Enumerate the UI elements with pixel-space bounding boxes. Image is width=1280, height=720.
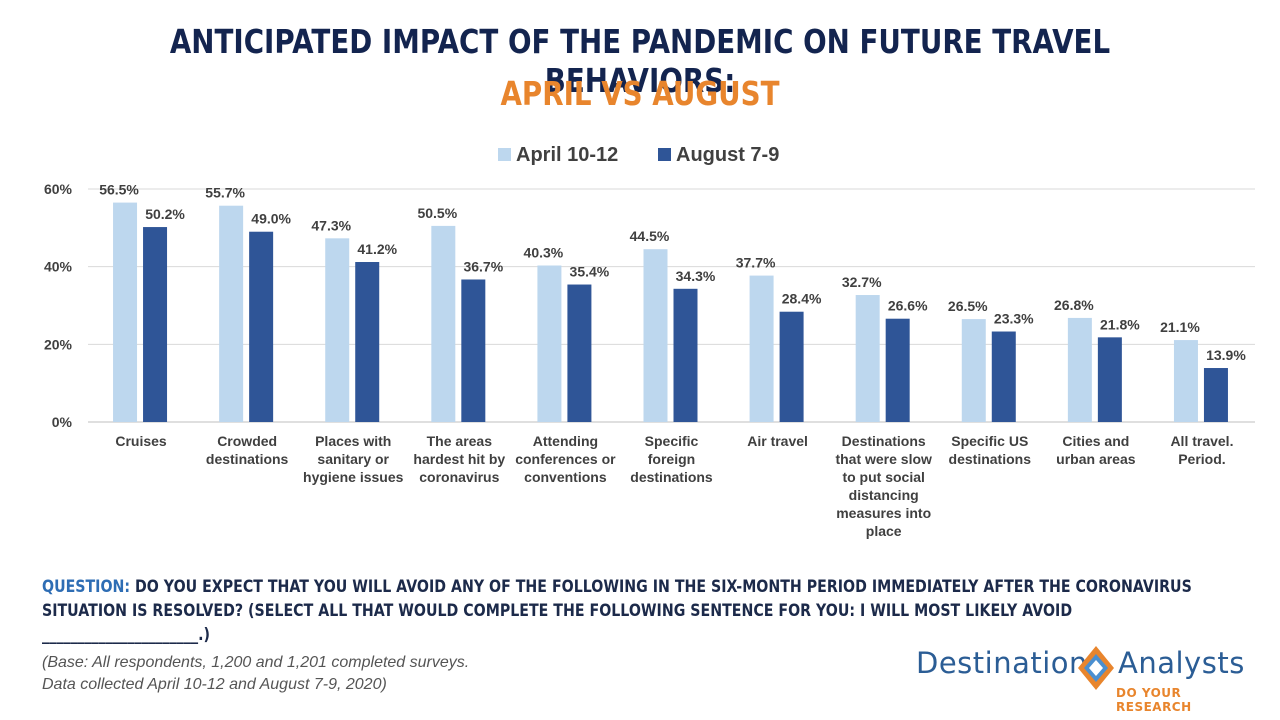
base-line-1: (Base: All respondents, 1,200 and 1,201 … bbox=[42, 654, 470, 671]
chart-title: ANTICIPATED IMPACT OF THE PANDEMIC ON FU… bbox=[169, 22, 1111, 100]
question-body: DO YOU EXPECT THAT YOU WILL AVOID ANY OF… bbox=[42, 577, 1192, 644]
bar bbox=[1097, 337, 1122, 422]
logo-text-right: Analysts bbox=[1118, 646, 1245, 680]
x-tick-label: sanitary or bbox=[317, 451, 389, 467]
bar bbox=[431, 225, 456, 422]
bar bbox=[673, 288, 698, 422]
x-tick-label: place bbox=[866, 523, 902, 539]
x-tick-label: Destinations bbox=[842, 433, 926, 449]
chart-subtitle: APRIL VS AUGUST bbox=[500, 74, 780, 113]
x-tick-label: urban areas bbox=[1056, 451, 1136, 467]
x-tick-label: coronavirus bbox=[419, 469, 499, 485]
data-label: 34.3% bbox=[676, 268, 716, 284]
x-tick-label: Cruises bbox=[115, 433, 167, 449]
question-label: QUESTION: bbox=[42, 577, 131, 596]
bar bbox=[1203, 368, 1228, 422]
bar bbox=[1173, 340, 1198, 422]
data-label: 21.8% bbox=[1100, 316, 1140, 332]
bar bbox=[779, 311, 804, 422]
logo-tagline: DO YOUR RESEARCH bbox=[1116, 686, 1192, 714]
bar bbox=[325, 238, 350, 422]
legend-label: August 7-9 bbox=[676, 144, 779, 166]
base-line-2: Data collected April 10-12 and August 7-… bbox=[42, 676, 387, 693]
x-tick-label: distancing bbox=[849, 487, 919, 503]
x-tick-label: destinations bbox=[949, 451, 1032, 467]
bar bbox=[567, 284, 592, 422]
x-tick-label: Places with bbox=[315, 433, 391, 449]
x-tick-label: destinations bbox=[630, 469, 713, 485]
x-tick-label: Crowded bbox=[217, 433, 277, 449]
data-label: 37.7% bbox=[736, 255, 776, 271]
data-label: 49.0% bbox=[251, 211, 291, 227]
y-tick-label: 40% bbox=[44, 259, 73, 275]
x-tick-label: Air travel bbox=[747, 433, 808, 449]
x-tick-label: to put social bbox=[842, 469, 924, 485]
bar bbox=[355, 262, 380, 422]
x-tick-label: Cities and bbox=[1062, 433, 1129, 449]
x-tick-label: that were slow bbox=[835, 451, 932, 467]
data-label: 44.5% bbox=[630, 228, 670, 244]
data-label: 21.1% bbox=[1160, 319, 1200, 335]
bar bbox=[961, 319, 986, 422]
data-label: 47.3% bbox=[311, 217, 351, 233]
bar-chart: 0% 20% 40% 60% 56.5% 50.2% Cruises 55.7% 49.0% Cr… bbox=[44, 144, 1255, 539]
x-tick-label: Specific bbox=[645, 433, 699, 449]
logo-text-left: Destination bbox=[916, 646, 1088, 680]
data-label: 23.3% bbox=[994, 311, 1034, 327]
x-tick-label: All travel. bbox=[1170, 433, 1233, 449]
data-label: 55.7% bbox=[205, 185, 245, 201]
data-label: 50.2% bbox=[145, 206, 185, 222]
data-label: 26.5% bbox=[948, 298, 988, 314]
y-tick-label: 0% bbox=[52, 414, 73, 430]
bar bbox=[643, 249, 668, 422]
bar bbox=[219, 205, 244, 422]
bar bbox=[749, 275, 774, 422]
bar bbox=[143, 227, 168, 422]
data-label: 13.9% bbox=[1206, 347, 1246, 363]
x-tick-label: conventions bbox=[524, 469, 607, 485]
data-label: 26.6% bbox=[888, 298, 928, 314]
data-label: 40.3% bbox=[524, 245, 564, 261]
x-tick-label: Specific US bbox=[951, 433, 1028, 449]
data-label: 35.4% bbox=[570, 264, 610, 280]
data-label: 32.7% bbox=[842, 274, 882, 290]
legend-swatch bbox=[498, 148, 511, 161]
x-tick-label: foreign bbox=[648, 451, 695, 467]
base-note: (Base: All respondents, 1,200 and 1,201 … bbox=[42, 652, 469, 696]
bar bbox=[537, 265, 562, 422]
data-label: 41.2% bbox=[357, 241, 397, 257]
x-tick-label: measures into bbox=[836, 505, 931, 521]
destination-analysts-logo: Destination Analysts DO YOUR RESEARCH bbox=[916, 642, 1256, 714]
question-text: QUESTION: DO YOU EXPECT THAT YOU WILL AV… bbox=[42, 575, 1229, 647]
y-tick-label: 20% bbox=[44, 336, 73, 352]
legend-swatch bbox=[658, 148, 671, 161]
x-tick-label: The areas bbox=[427, 433, 493, 449]
bar bbox=[1067, 317, 1092, 422]
bar bbox=[855, 295, 880, 422]
data-label: 26.8% bbox=[1054, 297, 1094, 313]
x-tick-label: hygiene issues bbox=[303, 469, 404, 485]
data-label: 36.7% bbox=[463, 258, 503, 274]
bar bbox=[249, 231, 274, 422]
x-tick-label: destinations bbox=[206, 451, 289, 467]
data-label: 56.5% bbox=[99, 182, 139, 198]
data-label: 28.4% bbox=[782, 291, 822, 307]
logo-diamond-icon bbox=[1078, 646, 1114, 690]
data-label: 50.5% bbox=[417, 205, 457, 221]
y-tick-label: 60% bbox=[44, 181, 73, 197]
bar bbox=[461, 279, 486, 422]
bar bbox=[113, 202, 138, 422]
x-tick-label: hardest hit by bbox=[413, 451, 505, 467]
bar bbox=[991, 331, 1016, 422]
x-tick-label: Attending bbox=[533, 433, 598, 449]
bar bbox=[885, 318, 910, 422]
x-tick-label: Period. bbox=[1178, 451, 1225, 467]
legend-label: April 10-12 bbox=[516, 144, 618, 166]
x-tick-label: conferences or bbox=[515, 451, 616, 467]
